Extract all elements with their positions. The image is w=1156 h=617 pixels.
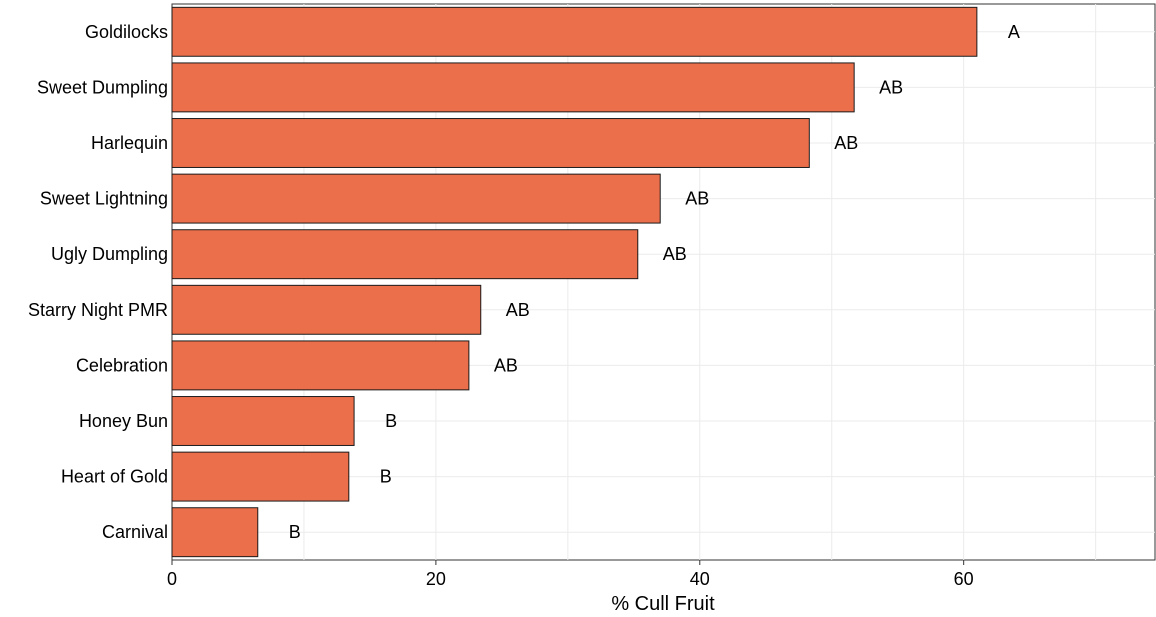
- bar: [171, 229, 639, 280]
- category-label: Ugly Dumpling: [51, 244, 168, 264]
- category-labels: Goldilocks Sweet Dumpling Harlequin Sweet L…: [28, 22, 168, 542]
- x-tick-label: 40: [690, 569, 710, 589]
- significance-letter: A: [1008, 22, 1020, 42]
- significance-labels: A AB AB AB AB AB AB B B B: [289, 22, 1020, 542]
- category-label: Celebration: [76, 355, 168, 375]
- category-label: Goldilocks: [85, 22, 168, 42]
- bar: [171, 340, 470, 391]
- significance-letter: AB: [506, 300, 530, 320]
- x-axis-title: % Cull Fruit: [611, 593, 715, 615]
- category-label: Heart of Gold: [61, 467, 168, 487]
- category-label: Sweet Dumpling: [37, 77, 168, 97]
- x-tick-label: 60: [954, 569, 974, 589]
- significance-letter: AB: [685, 189, 709, 209]
- bar: [171, 118, 810, 168]
- bar: [171, 284, 482, 335]
- x-axis-ticks: 0 20 40 60: [167, 560, 974, 589]
- category-label: Harlequin: [91, 133, 168, 153]
- significance-letter: B: [385, 411, 397, 431]
- bar: [171, 6, 978, 57]
- significance-letter: B: [289, 522, 301, 542]
- x-tick-label: 0: [167, 569, 177, 589]
- category-label: Honey Bun: [79, 411, 168, 431]
- bar: [171, 396, 355, 446]
- bars: [171, 6, 978, 558]
- significance-letter: AB: [834, 133, 858, 153]
- significance-letter: B: [380, 467, 392, 487]
- category-label: Sweet Lightning: [40, 189, 168, 209]
- x-tick-label: 20: [426, 569, 446, 589]
- bar: [171, 62, 855, 113]
- bar: [171, 507, 259, 558]
- category-label: Carnival: [102, 522, 168, 542]
- significance-letter: AB: [879, 77, 903, 97]
- category-label: Starry Night PMR: [28, 300, 168, 320]
- significance-letter: AB: [494, 355, 518, 375]
- bar: [171, 173, 661, 224]
- bar: [171, 451, 350, 502]
- significance-letter: AB: [663, 244, 687, 264]
